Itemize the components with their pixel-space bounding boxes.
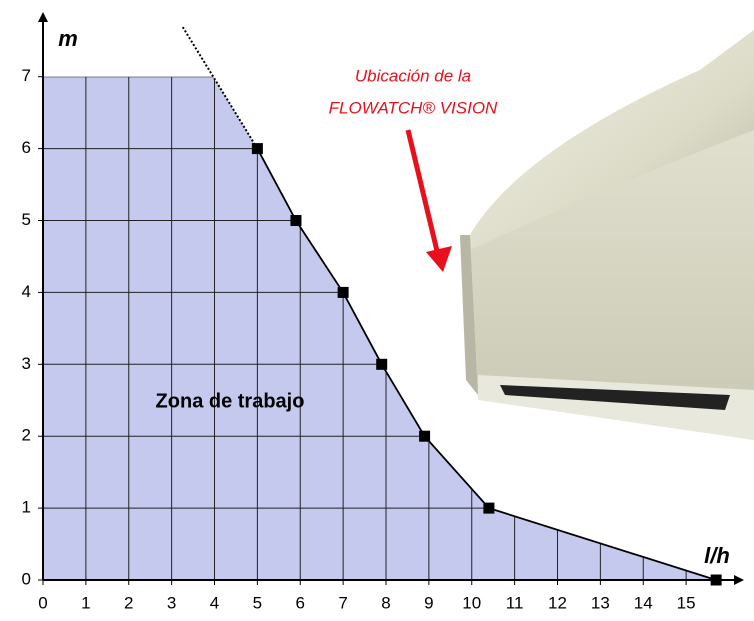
y-axis-label: m: [58, 26, 78, 51]
point: [419, 430, 431, 442]
work-area: [43, 76, 717, 580]
x-tick-label: 4: [210, 593, 219, 612]
y-tick-label: 3: [22, 354, 31, 373]
x-tick-label: 12: [548, 593, 567, 612]
annotation: FLOWATCH® VISION: [329, 98, 498, 117]
x-tick-label: 9: [424, 593, 433, 612]
point: [376, 358, 388, 370]
x-tick-label: 14: [634, 593, 653, 612]
point: [251, 143, 263, 155]
x-axis-label: l/h: [704, 543, 730, 568]
x-tick-label: 15: [677, 593, 696, 612]
x-tick-label: 10: [462, 593, 481, 612]
y-axis-arrow: [38, 12, 48, 22]
arrow: [405, 129, 452, 272]
x-tick-label: 13: [591, 593, 610, 612]
y-tick-label: 4: [22, 282, 31, 301]
y-tick-label: 1: [22, 498, 31, 517]
y-tick-label: 6: [22, 138, 31, 157]
x-tick-label: 3: [167, 593, 176, 612]
annotation: Ubicación de la: [355, 66, 471, 85]
ac-unit: [460, 30, 754, 440]
y-tick-label: 2: [22, 426, 31, 445]
point: [483, 502, 495, 514]
point: [290, 215, 302, 227]
x-tick-label: 8: [381, 593, 390, 612]
x-tick-label: 7: [338, 593, 347, 612]
x-tick-label: 0: [38, 593, 47, 612]
point: [710, 574, 722, 586]
x-tick-label: 2: [124, 593, 133, 612]
point: [337, 286, 349, 298]
x-tick-label: 5: [253, 593, 262, 612]
x-tick-label: 1: [81, 593, 90, 612]
y-tick-label: 5: [22, 210, 31, 229]
area-label: Zona de trabajo: [156, 390, 305, 412]
y-tick-label: 7: [22, 66, 31, 85]
x-tick-label: 6: [296, 593, 305, 612]
x-tick-label: 11: [506, 593, 524, 612]
y-tick-label: 0: [22, 569, 31, 588]
x-axis-arrow: [734, 575, 744, 585]
